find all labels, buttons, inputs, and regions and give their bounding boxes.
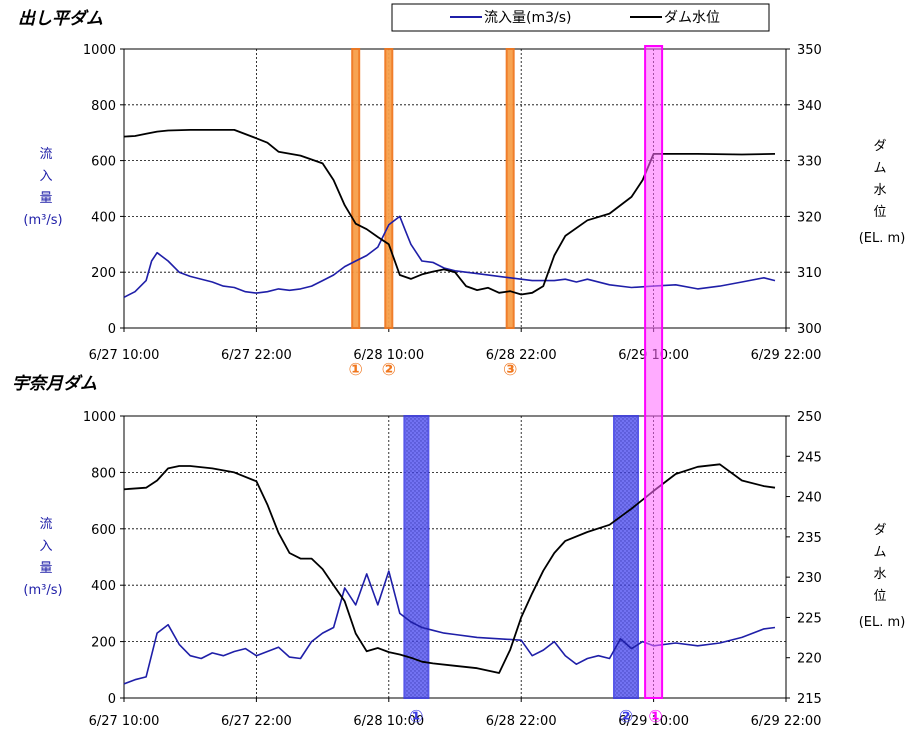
y-axis-label-left: 流 — [39, 517, 52, 532]
event-marker-bar — [613, 415, 640, 699]
y-tick-label-right: 340 — [797, 99, 822, 114]
legend-level-label: ダム水位 — [664, 10, 720, 26]
y-tick-label-left: 800 — [91, 466, 116, 481]
y-axis-label-right: 位 — [873, 589, 886, 604]
x-tick-label: 6/27 10:00 — [89, 714, 160, 729]
event-marker-label: ② — [382, 360, 396, 380]
y-axis-label-left: (m³/s) — [23, 583, 62, 598]
y-axis-label-right: 位 — [873, 205, 886, 220]
chart-panel-unazuki: 宇奈月ダム 0 200 400 600 800 1000 215 220 225 230 235 24… — [12, 374, 905, 729]
y-tick-label-left: 0 — [108, 322, 116, 337]
y-axis-label-left: 入 — [39, 169, 52, 184]
x-tick-label: 6/29 22:00 — [751, 348, 822, 363]
y-axis-label-right: 水 — [873, 567, 886, 582]
x-tick-label: 6/27 10:00 — [89, 348, 160, 363]
event-marker-label: ③ — [503, 360, 517, 380]
y-tick-label-right: 220 — [797, 652, 822, 667]
y-tick-label-left: 600 — [91, 523, 116, 538]
y-tick-label-right: 235 — [797, 531, 822, 546]
plot-frame — [123, 48, 787, 329]
chart-title: 出し平ダム — [18, 9, 103, 29]
y-tick-label-right: 230 — [797, 571, 822, 586]
overlay-marker-label: ① — [648, 707, 662, 727]
inflow-line — [123, 570, 776, 685]
y-axis-label-right: ダ — [873, 139, 886, 154]
y-tick-label-left: 0 — [108, 692, 116, 707]
event-marker-bar — [505, 48, 515, 329]
y-tick-label-right: 320 — [797, 210, 822, 225]
overlay-marker-group: ① — [644, 45, 664, 727]
x-tick-label: 6/29 22:00 — [751, 714, 822, 729]
y-tick-label-left: 1000 — [83, 410, 116, 425]
y-tick-label-left: 600 — [91, 155, 116, 170]
y-tick-label-right: 250 — [797, 410, 822, 425]
y-tick-label-right: 215 — [797, 692, 822, 707]
y-axis-label-right: (EL. m) — [859, 615, 906, 630]
level-line — [123, 463, 776, 674]
y-axis-label-right: ム — [873, 545, 886, 560]
event-marker-label: ① — [348, 360, 362, 380]
x-tick-label: 6/27 22:00 — [221, 714, 292, 729]
legend: 流入量(m3/s) ダム水位 — [391, 3, 770, 32]
y-tick-label-left: 400 — [91, 210, 116, 225]
y-axis-label-right: ダ — [873, 523, 886, 538]
y-axis-label-left: 入 — [39, 539, 52, 554]
y-tick-label-left: 1000 — [83, 43, 116, 58]
x-tick-label: 6/28 22:00 — [486, 714, 557, 729]
y-tick-label-right: 350 — [797, 43, 822, 58]
y-axis-label-left: 量 — [39, 191, 52, 206]
y-tick-label-right: 240 — [797, 491, 822, 506]
event-marker-bar — [351, 48, 361, 329]
y-axis-label-left: 量 — [39, 561, 52, 576]
x-tick-label: 6/27 22:00 — [221, 348, 292, 363]
x-tick-label: 6/28 22:00 — [486, 348, 557, 363]
y-tick-label-right: 300 — [797, 322, 822, 337]
level-line — [123, 129, 776, 296]
y-tick-label-left: 400 — [91, 579, 116, 594]
y-tick-label-right: 245 — [797, 450, 822, 465]
y-axis-label-left: 流 — [39, 147, 52, 162]
event-marker-bar — [403, 415, 430, 699]
x-tick-label: 6/28 10:00 — [353, 714, 424, 729]
y-tick-label-left: 800 — [91, 99, 116, 114]
event-marker-label: ① — [409, 707, 423, 727]
legend-inflow-label: 流入量(m3/s) — [484, 10, 571, 26]
chart-panel-dashidaira: 出し平ダム 0 200 400 600 800 1000 300 310 320 330 340 35… — [18, 9, 905, 380]
y-axis-label-right: 水 — [873, 183, 886, 198]
chart-title: 宇奈月ダム — [12, 374, 97, 394]
y-tick-label-left: 200 — [91, 266, 116, 281]
plot-frame — [123, 415, 787, 699]
event-marker-label: ② — [619, 707, 633, 727]
y-axis-label-right: (EL. m) — [859, 231, 906, 246]
y-axis-label-right: ム — [873, 161, 886, 176]
y-tick-label-right: 330 — [797, 155, 822, 170]
y-tick-label-right: 310 — [797, 266, 822, 281]
x-tick-label: 6/29 10:00 — [618, 714, 689, 729]
y-tick-label-left: 200 — [91, 636, 116, 651]
y-axis-label-left: (m³/s) — [23, 213, 62, 228]
inflow-line — [123, 215, 776, 299]
y-tick-label-right: 225 — [797, 611, 822, 626]
x-tick-label: 6/28 10:00 — [353, 348, 424, 363]
event-marker-bar — [384, 48, 394, 329]
overlay-marker-bar — [644, 45, 664, 699]
